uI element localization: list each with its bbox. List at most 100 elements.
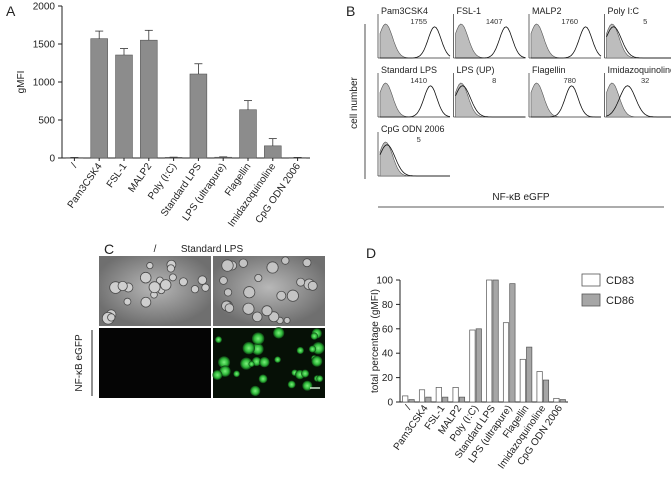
bright-cell	[169, 274, 176, 281]
green-cell	[311, 356, 322, 367]
d-y-tick-label: 80	[382, 300, 394, 311]
d-bar-cd83	[419, 390, 424, 402]
bright-cell	[224, 289, 231, 296]
d-bar-cd83	[487, 280, 492, 402]
panel-letter-b: B	[346, 3, 355, 19]
b-hist-control	[607, 83, 671, 117]
a-bar	[91, 39, 108, 158]
d-bar-cd86	[493, 280, 498, 402]
b-hist-label: FSL-1	[457, 6, 482, 16]
d-x-tick-label: /	[403, 403, 414, 412]
bright-cell	[287, 290, 298, 301]
b-hist-label: MALP2	[532, 6, 562, 16]
bright-cell	[167, 265, 174, 272]
d-y-tick-label: 100	[376, 276, 393, 287]
bright-cell	[160, 280, 171, 291]
b-hist-value: 5	[417, 135, 421, 144]
bright-cell	[303, 259, 311, 267]
bright-cell	[202, 284, 209, 291]
d-bar-cd83	[520, 359, 525, 402]
a-y-axis-title: gMFI	[16, 71, 27, 94]
a-y-tick-label: 0	[49, 154, 55, 165]
bright-cell	[252, 312, 262, 322]
d-y-tick-label: 20	[382, 373, 394, 384]
d-bar-cd86	[459, 397, 464, 402]
green-cell	[297, 347, 304, 354]
bright-cell	[220, 277, 228, 285]
b-hist-value: 1755	[410, 17, 427, 26]
microscopy-c: / Standard LPS NF-κB eGFP	[74, 244, 325, 398]
d-bar-cd86	[426, 397, 431, 402]
b-hist-value: 5	[643, 17, 647, 26]
d-bar-cd83	[537, 372, 542, 403]
micro-col2-label: Standard LPS	[181, 244, 244, 255]
bright-cell	[244, 287, 255, 298]
d-bar-cd86	[527, 347, 532, 402]
bright-cell	[297, 278, 305, 286]
a-x-tick-label: CpG ODN 2006	[254, 161, 304, 225]
bright-cell	[239, 259, 247, 267]
d-bar-cd83	[503, 323, 508, 402]
a-x-tick-label: Pam3CSK4	[66, 161, 105, 210]
bright-cell	[243, 303, 254, 314]
green-cell	[248, 361, 254, 367]
a-bar	[140, 40, 157, 158]
bright-cell	[267, 262, 278, 273]
b-hist-label: CpG ODN 2006	[381, 124, 445, 134]
bright-cell	[140, 272, 151, 283]
d-legend-swatch	[582, 274, 600, 286]
a-y-tick-label: 500	[38, 116, 55, 127]
b-hist-control	[380, 24, 450, 58]
b-y-axis-title: cell number	[349, 76, 360, 128]
d-bar-cd83	[436, 387, 441, 402]
bright-cell	[284, 317, 290, 323]
b-hist-control	[531, 24, 601, 58]
b-hist-label: LPS (UP)	[457, 65, 495, 75]
bright-cell	[147, 262, 153, 268]
bright-cell	[277, 291, 286, 300]
a-bar	[190, 74, 207, 158]
green-cell	[274, 356, 281, 363]
green-cell	[301, 370, 309, 378]
b-hist-label: Poly I:C	[608, 6, 640, 16]
d-bar-cd86	[560, 400, 565, 402]
bright-cell	[118, 281, 127, 290]
green-cell	[250, 386, 260, 396]
green-cell	[215, 336, 222, 343]
bright-cell	[108, 314, 115, 321]
a-bar	[240, 110, 257, 158]
a-x-tick-label: FSL-1	[105, 161, 130, 190]
b-hist-control	[380, 83, 450, 117]
panel-letter-d: D	[366, 245, 376, 261]
b-hist-value: 780	[563, 76, 576, 85]
d-bar-cd86	[476, 329, 481, 402]
d-bar-cd83	[403, 396, 408, 402]
d-bar-cd86	[443, 397, 448, 402]
b-x-axis-title: NF-κB eGFP	[492, 192, 550, 203]
green-cell	[233, 371, 240, 378]
d-bar-cd86	[543, 380, 548, 402]
green-cell	[252, 332, 264, 344]
b-hist-label: Flagellin	[532, 65, 566, 75]
a-y-tick-label: 2000	[33, 2, 56, 13]
a-y-tick-label: 1000	[33, 78, 56, 89]
d-y-tick-label: 40	[382, 349, 394, 360]
bright-cell	[124, 298, 131, 305]
green-cell	[302, 381, 312, 391]
b-hist-label: Standard LPS	[381, 65, 437, 75]
d-bar-cd83	[554, 398, 559, 402]
green-cell	[288, 381, 296, 389]
bright-cell	[262, 306, 272, 316]
bright-cell	[179, 278, 187, 286]
bright-cell	[141, 297, 151, 307]
green-cell	[259, 374, 268, 383]
green-cell	[273, 327, 284, 338]
b-hist-value: 1760	[561, 17, 578, 26]
green-cell	[212, 370, 222, 380]
a-y-tick-label: 1500	[33, 40, 56, 51]
green-cell	[309, 345, 316, 352]
